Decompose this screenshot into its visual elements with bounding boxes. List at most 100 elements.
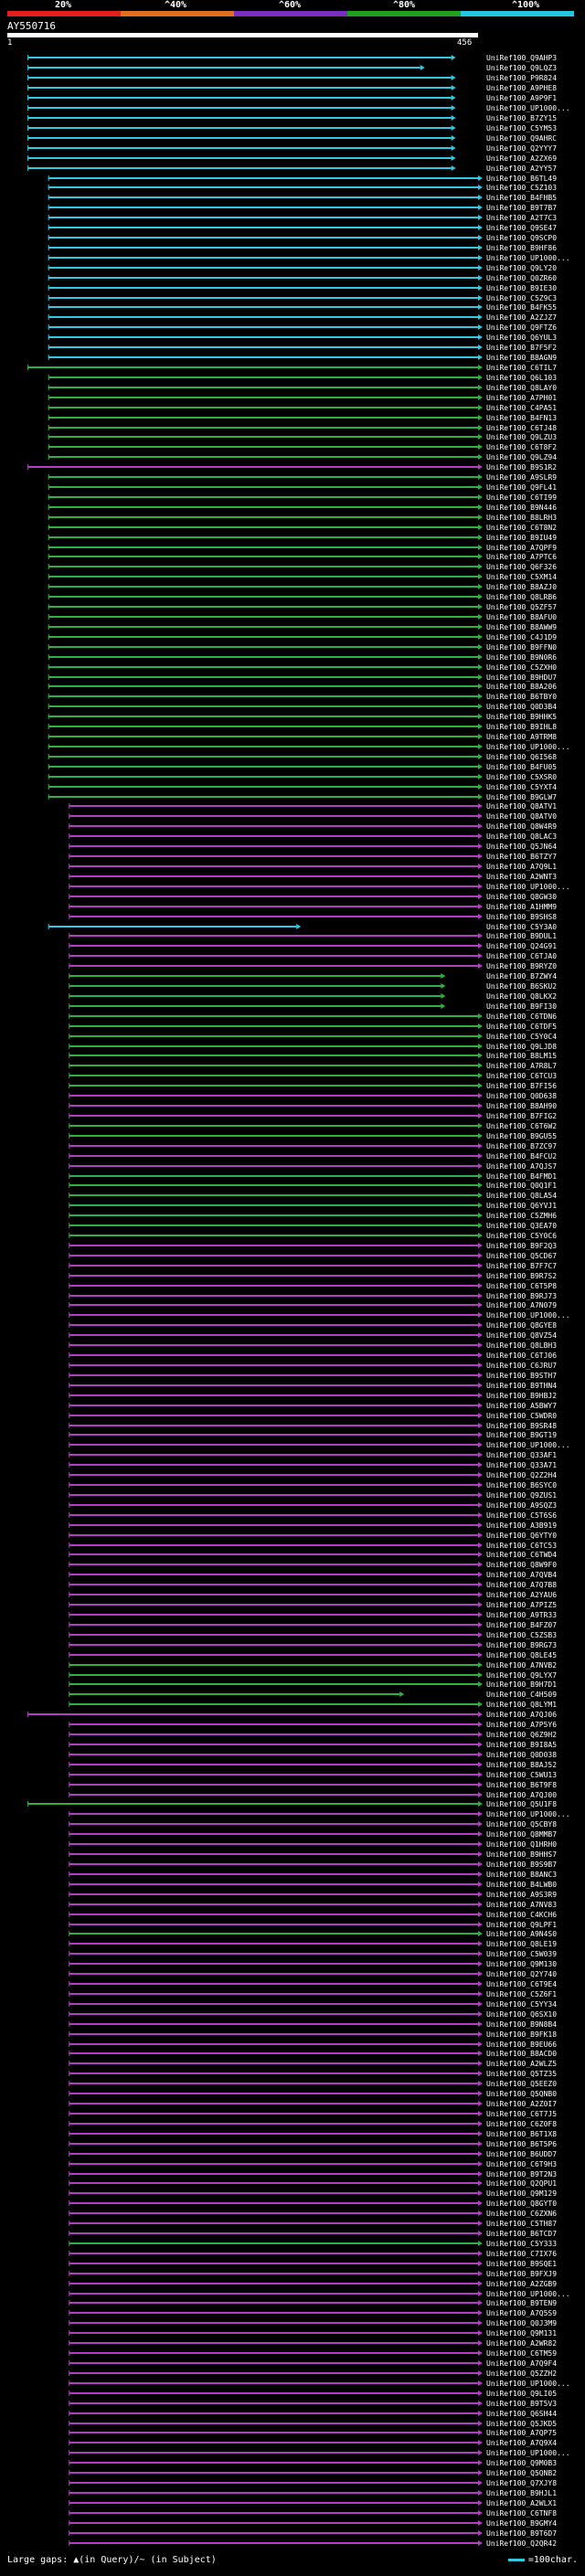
hit-label[interactable]: UniRef100_C5ZMH6 xyxy=(486,1212,557,1220)
hit-label[interactable]: UniRef100_B9T6D7 xyxy=(486,2529,557,2538)
hit-label[interactable]: UniRef100_B4FMD1 xyxy=(486,1172,557,1181)
hit-label[interactable]: UniRef100_Q9M0B3 xyxy=(486,2459,557,2467)
hit-label[interactable]: UniRef100_B4FK55 xyxy=(486,303,557,312)
hit-label[interactable]: UniRef100_A9TRM8 xyxy=(486,733,557,741)
hit-label[interactable]: UniRef100_A9S3R9 xyxy=(486,1891,557,1899)
hit-label[interactable]: UniRef100_A2YAU6 xyxy=(486,1591,557,1599)
hit-label[interactable]: UniRef100_C5TH87 xyxy=(486,2220,557,2228)
hit-label[interactable]: UniRef100_B9THN4 xyxy=(486,1382,557,1390)
hit-label[interactable]: UniRef100_A7QVB4 xyxy=(486,1571,557,1579)
hit-label[interactable]: UniRef100_C6TM59 xyxy=(486,2349,557,2358)
hit-label[interactable]: UniRef100_Q9SE47 xyxy=(486,224,557,232)
hit-label[interactable]: UniRef100_Q8ATV0 xyxy=(486,812,557,821)
hit-label[interactable]: UniRef100_Q9LI05 xyxy=(486,2390,557,2398)
hit-label[interactable]: UniRef100_B7F5F2 xyxy=(486,344,557,352)
hit-label[interactable]: UniRef100_B9IE30 xyxy=(486,284,557,292)
hit-label[interactable]: UniRef100_A7Q9F4 xyxy=(486,2359,557,2368)
hit-label[interactable]: UniRef100_P9R824 xyxy=(486,74,557,82)
hit-label[interactable]: UniRef100_Q2QR42 xyxy=(486,2539,557,2548)
hit-label[interactable]: UniRef100_Q9AHRC xyxy=(486,134,557,143)
hit-label[interactable]: UniRef100_B9STH7 xyxy=(486,1372,557,1380)
hit-label[interactable]: UniRef100_Q8LAC3 xyxy=(486,832,557,841)
hit-label[interactable]: UniRef100_Q6L103 xyxy=(486,374,557,382)
hit-label[interactable]: UniRef100_A2ZX69 xyxy=(486,154,557,163)
hit-label[interactable]: UniRef100_B6T9F8 xyxy=(486,1781,557,1789)
hit-label[interactable]: UniRef100_Q5JKD5 xyxy=(486,2420,557,2428)
hit-label[interactable]: UniRef100_Q0D638 xyxy=(486,1092,557,1100)
hit-label[interactable]: UniRef100_C6TDN6 xyxy=(486,1012,557,1021)
hit-label[interactable]: UniRef100_C4KCH6 xyxy=(486,1911,557,1919)
hit-label[interactable]: UniRef100_Q8LYM1 xyxy=(486,1701,557,1709)
hit-label[interactable]: UniRef100_A7R8L7 xyxy=(486,1062,557,1070)
hit-label[interactable]: UniRef100_Q9LY20 xyxy=(486,264,557,272)
hit-label[interactable]: UniRef100_Q6SX10 xyxy=(486,2010,557,2019)
hit-label[interactable]: UniRef100_Q8LAY0 xyxy=(486,384,557,392)
hit-label[interactable]: UniRef100_C5YM53 xyxy=(486,124,557,133)
hit-label[interactable]: UniRef100_B9IU49 xyxy=(486,534,557,542)
hit-label[interactable]: UniRef100_C5Y3A0 xyxy=(486,923,557,931)
hit-label[interactable]: UniRef100_C6TI99 xyxy=(486,493,557,502)
hit-label[interactable]: UniRef100_Q0Q1F1 xyxy=(486,1182,557,1190)
hit-label[interactable]: UniRef100_B7ZY15 xyxy=(486,114,557,122)
hit-label[interactable]: UniRef100_Q5U1F8 xyxy=(486,1800,557,1808)
hit-label[interactable]: UniRef100_C6TDF5 xyxy=(486,1023,557,1031)
hit-label[interactable]: UniRef100_Q8LE19 xyxy=(486,1940,557,1948)
hit-label[interactable]: UniRef100_B4LWB0 xyxy=(486,1881,557,1889)
hit-label[interactable]: UniRef100_C6ZXN6 xyxy=(486,2210,557,2218)
hit-label[interactable]: UniRef100_C5ZSB3 xyxy=(486,1631,557,1639)
hit-label[interactable]: UniRef100_B9H7D1 xyxy=(486,1680,557,1689)
hit-label[interactable]: UniRef100_B8AFU0 xyxy=(486,613,557,621)
hit-label[interactable]: UniRef100_Q9ZUS1 xyxy=(486,1491,557,1500)
hit-label[interactable]: UniRef100_A7QP75 xyxy=(486,2429,557,2437)
hit-label[interactable]: UniRef100_A2ZJZ7 xyxy=(486,313,557,322)
hit-label[interactable]: UniRef100_Q5QNB0 xyxy=(486,2090,557,2098)
hit-label[interactable]: UniRef100_Q5CBY8 xyxy=(486,1820,557,1829)
hit-label[interactable]: UniRef100_A9PHE8 xyxy=(486,84,557,92)
hit-label[interactable]: UniRef100_B9SHS8 xyxy=(486,913,557,921)
hit-label[interactable]: UniRef100_B9HJL1 xyxy=(486,2489,557,2497)
hit-label[interactable]: UniRef100_B7FI56 xyxy=(486,1082,557,1090)
hit-label[interactable]: UniRef100_A7PTC6 xyxy=(486,553,557,561)
hit-label[interactable]: UniRef100_C5Y0C6 xyxy=(486,1232,557,1240)
hit-label[interactable]: UniRef100_A7Q5S9 xyxy=(486,2309,557,2317)
hit-label[interactable]: UniRef100_C6JRU7 xyxy=(486,1362,557,1370)
hit-label[interactable]: UniRef100_B9GMY4 xyxy=(486,2519,557,2528)
hit-label[interactable]: UniRef100_Q9M131 xyxy=(486,2329,557,2337)
hit-label[interactable]: UniRef100_Q6I568 xyxy=(486,753,557,761)
hit-label[interactable]: UniRef100_A9SQZ3 xyxy=(486,1501,557,1510)
hit-label[interactable]: UniRef100_B9HF86 xyxy=(486,244,557,252)
hit-label[interactable]: UniRef100_A7PIZ5 xyxy=(486,1601,557,1609)
hit-label[interactable]: UniRef100_Q9LYX7 xyxy=(486,1671,557,1680)
hit-label[interactable]: UniRef100_Q9M130 xyxy=(486,1960,557,1968)
hit-label[interactable]: UniRef100_Q2YYY7 xyxy=(486,144,557,153)
hit-label[interactable]: UniRef100_B6UDD7 xyxy=(486,2150,557,2158)
hit-label[interactable]: UniRef100_Q0J3M9 xyxy=(486,2319,557,2327)
hit-label[interactable]: UniRef100_A7P5Y6 xyxy=(486,1721,557,1729)
hit-label[interactable]: UniRef100_UP1000... xyxy=(486,104,570,112)
hit-label[interactable]: UniRef100_Q9M129 xyxy=(486,2189,557,2198)
hit-label[interactable]: UniRef100_C6T9E4 xyxy=(486,1980,557,1988)
hit-label[interactable]: UniRef100_Q8LKX2 xyxy=(486,992,557,1001)
hit-label[interactable]: UniRef100_Q8ATV1 xyxy=(486,802,557,811)
hit-label[interactable]: UniRef100_B9GU55 xyxy=(486,1132,557,1140)
hit-label[interactable]: UniRef100_Q6YTY0 xyxy=(486,1532,557,1540)
hit-label[interactable]: UniRef100_C6T5P8 xyxy=(486,1282,557,1290)
hit-label[interactable]: UniRef100_Q0ZR60 xyxy=(486,274,557,282)
hit-label[interactable]: UniRef100_B9RG73 xyxy=(486,1641,557,1649)
hit-label[interactable]: UniRef100_Q5EEZ0 xyxy=(486,2080,557,2088)
hit-label[interactable]: UniRef100_Q8GW30 xyxy=(486,893,557,901)
hit-label[interactable]: UniRef100_B6TBY0 xyxy=(486,693,557,701)
hit-label[interactable]: UniRef100_C5XSR0 xyxy=(486,773,557,781)
hit-label[interactable]: UniRef100_B8AWW9 xyxy=(486,623,557,631)
hit-label[interactable]: UniRef100_UP1000... xyxy=(486,1810,570,1818)
hit-label[interactable]: UniRef100_Q33AF1 xyxy=(486,1451,557,1459)
hit-label[interactable]: UniRef100_Q2QPU1 xyxy=(486,2179,557,2188)
hit-label[interactable]: UniRef100_C6T6W2 xyxy=(486,1122,557,1130)
hit-label[interactable]: UniRef100_B9FK18 xyxy=(486,2030,557,2039)
hit-label[interactable]: UniRef100_C5T6S6 xyxy=(486,1511,557,1520)
hit-label[interactable]: UniRef100_B9FFN0 xyxy=(486,643,557,652)
hit-label[interactable]: UniRef100_Q9LQZ3 xyxy=(486,64,557,72)
hit-label[interactable]: UniRef100_B6SKU2 xyxy=(486,982,557,991)
hit-label[interactable]: UniRef100_A5BWY7 xyxy=(486,1402,557,1410)
hit-label[interactable]: UniRef100_Q8W9F0 xyxy=(486,1561,557,1569)
